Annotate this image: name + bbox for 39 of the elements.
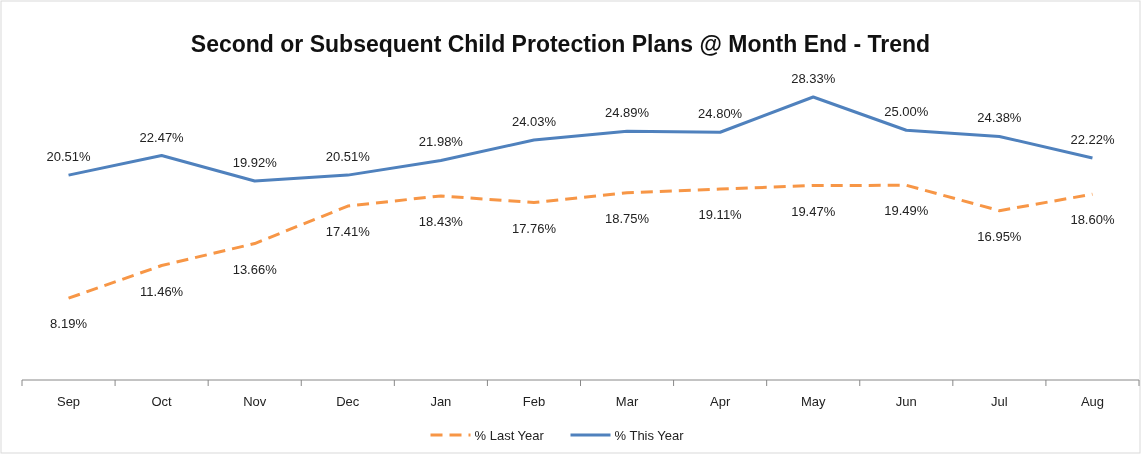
x-tick-label: Jan — [430, 394, 452, 409]
data-label: 19.11% — [698, 207, 743, 223]
data-label: 18.75% — [604, 210, 650, 226]
data-label: 19.47% — [791, 203, 836, 219]
x-tick-label: Jun — [895, 394, 917, 409]
x-tick-label: Sep — [56, 394, 81, 409]
data-label: 11.46% — [140, 283, 184, 299]
data-label: 19.49% — [884, 203, 929, 219]
data-label: 24.03% — [511, 113, 557, 129]
data-label: 19.92% — [232, 155, 278, 171]
data-label: 20.51% — [325, 149, 371, 165]
x-tick-label: Aug — [1080, 394, 1105, 409]
x-tick-label: Jul — [991, 394, 1008, 409]
data-label: 24.80% — [698, 106, 743, 122]
data-label: 17.76% — [511, 220, 557, 236]
data-label: 28.33% — [791, 71, 836, 86]
data-label: 25.00% — [884, 104, 929, 120]
x-tick-label: Oct — [151, 394, 173, 409]
data-label: 20.51% — [46, 149, 92, 165]
legend-label: % This Year — [614, 428, 685, 443]
x-tick-label: May — [800, 394, 826, 409]
chart-title: Second or Subsequent Child Protection Plans @ Month End - Trend — [190, 31, 931, 57]
x-tick-label: Feb — [522, 394, 546, 409]
data-label: 21.98% — [418, 134, 464, 150]
data-label: 16.95% — [977, 228, 1022, 244]
x-tick-label: Apr — [710, 394, 731, 409]
data-label: 18.60% — [1070, 212, 1115, 228]
data-label: 8.19% — [50, 316, 88, 332]
data-label: 22.47% — [139, 129, 185, 145]
legend-label: % Last Year — [474, 428, 545, 443]
data-label: 13.66% — [232, 261, 278, 277]
data-label: 18.43% — [418, 213, 464, 229]
x-tick-label: Nov — [243, 394, 267, 409]
x-tick-label: Dec — [336, 394, 360, 409]
data-label: 24.38% — [977, 110, 1022, 126]
data-label: 22.22% — [1070, 132, 1115, 148]
data-label: 17.41% — [325, 224, 371, 240]
data-label: 24.89% — [604, 105, 650, 121]
x-tick-label: Mar — [615, 394, 639, 409]
